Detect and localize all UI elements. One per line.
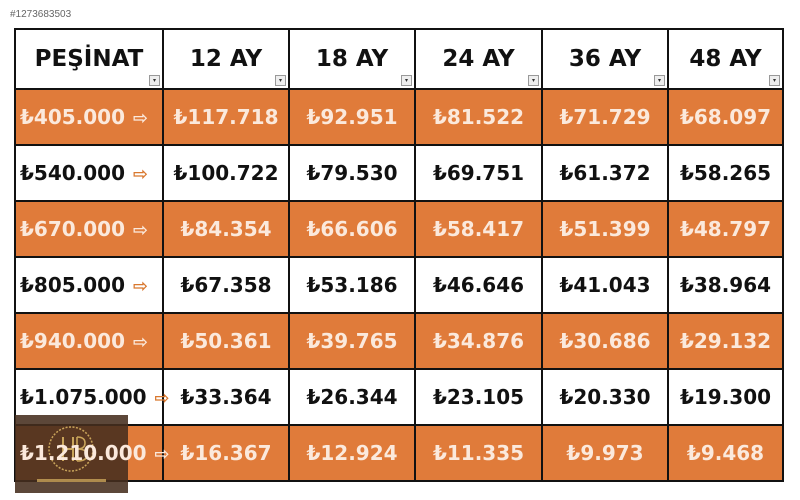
listing-id: #1273683503 [10, 9, 72, 20]
header-cell: 12 AY ▾ [162, 28, 290, 90]
down-payment-value: ₺540.000 [20, 161, 126, 185]
installment-cell: ₺34.876 [414, 312, 543, 370]
installment-cell: ₺9.973 [541, 424, 669, 482]
down-payment-value: ₺1.210.000 [20, 441, 147, 465]
header-label: 48 AY [689, 46, 762, 72]
installment-cell: ₺26.344 [288, 368, 416, 426]
logo-emblem-icon [37, 426, 106, 482]
down-payment-value: ₺1.075.000 [20, 385, 147, 409]
arrow-right-icon: ⇨ [154, 444, 170, 465]
down-payment-value: ₺670.000 [20, 217, 126, 241]
table-row: ₺540.000 ⇨ ₺100.722 ₺79.530 ₺69.751 ₺61.372 ₺5… [14, 144, 784, 202]
installment-cell: ₺100.722 [162, 144, 290, 202]
installment-cell: ₺48.797 [667, 200, 784, 258]
down-payment-cell: ₺805.000 ⇨ [14, 256, 164, 314]
header-cell: 24 AY ▾ [414, 28, 543, 90]
arrow-right-icon: ⇨ [154, 388, 170, 409]
installment-cell: ₺53.186 [288, 256, 416, 314]
installment-cell: ₺69.751 [414, 144, 543, 202]
filter-dropdown-icon[interactable]: ▾ [149, 75, 160, 86]
header-cell: PEŞİNAT ▾ [14, 28, 164, 90]
installment-cell: ₺30.686 [541, 312, 669, 370]
header-cell: 36 AY ▾ [541, 28, 669, 90]
installment-cell: ₺39.765 [288, 312, 416, 370]
installment-cell: ₺58.417 [414, 200, 543, 258]
table-row: ₺670.000 ⇨ ₺84.354 ₺66.606 ₺58.417 ₺51.399 ₺48… [14, 200, 784, 258]
header-label: 18 AY [315, 46, 389, 72]
dealer-logo-watermark [15, 415, 128, 493]
installment-cell: ₺84.354 [162, 200, 290, 258]
header-cell: 48 AY ▾ [667, 28, 784, 90]
table-row: ₺405.000 ⇨ ₺117.718 ₺92.951 ₺81.522 ₺71.729 ₺6… [14, 88, 784, 146]
down-payment-cell: ₺940.000 ⇨ [14, 312, 164, 370]
installment-cell: ₺11.335 [414, 424, 543, 482]
arrow-right-icon: ⇨ [133, 276, 149, 297]
down-payment-value: ₺805.000 [20, 273, 126, 297]
installment-cell: ₺61.372 [541, 144, 669, 202]
installment-cell: ₺23.105 [414, 368, 543, 426]
installment-cell: ₺79.530 [288, 144, 416, 202]
down-payment-value: ₺405.000 [20, 105, 126, 129]
header-label: PEŞİNAT [34, 46, 144, 72]
arrow-right-icon: ⇨ [133, 108, 149, 129]
installment-cell: ₺117.718 [162, 88, 290, 146]
installment-cell: ₺19.300 [667, 368, 784, 426]
installment-cell: ₺66.606 [288, 200, 416, 258]
down-payment-cell: ₺670.000 ⇨ [14, 200, 164, 258]
table-row: ₺1.210.000 ⇨ ₺16.367 ₺12.924 ₺11.335 ₺9.973 ₺9… [14, 424, 784, 482]
installment-cell: ₺16.367 [162, 424, 290, 482]
installment-cell: ₺92.951 [288, 88, 416, 146]
table-row: ₺940.000 ⇨ ₺50.361 ₺39.765 ₺34.876 ₺30.686 ₺29… [14, 312, 784, 370]
installment-cell: ₺12.924 [288, 424, 416, 482]
installment-cell: ₺29.132 [667, 312, 784, 370]
header-row: PEŞİNAT ▾ 12 AY ▾ 18 AY ▾ 24 AY ▾ 36 AY ▾ 48 … [14, 28, 784, 90]
filter-dropdown-icon[interactable]: ▾ [275, 75, 286, 86]
installment-cell: ₺50.361 [162, 312, 290, 370]
installment-cell: ₺38.964 [667, 256, 784, 314]
table-row: ₺1.075.000 ⇨ ₺33.364 ₺26.344 ₺23.105 ₺20.330 ₺… [14, 368, 784, 426]
filter-dropdown-icon[interactable]: ▾ [654, 75, 665, 86]
filter-dropdown-icon[interactable]: ▾ [769, 75, 780, 86]
header-label: 12 AY [189, 46, 263, 72]
header-label: 24 AY [442, 46, 515, 72]
installment-cell: ₺51.399 [541, 200, 669, 258]
installment-cell: ₺58.265 [667, 144, 784, 202]
installment-cell: ₺71.729 [541, 88, 669, 146]
header-cell: 18 AY ▾ [288, 28, 416, 90]
filter-dropdown-icon[interactable]: ▾ [401, 75, 412, 86]
arrow-right-icon: ⇨ [133, 164, 149, 185]
payment-plan-table: PEŞİNAT ▾ 12 AY ▾ 18 AY ▾ 24 AY ▾ 36 AY ▾ 48 … [14, 28, 784, 482]
filter-dropdown-icon[interactable]: ▾ [528, 75, 539, 86]
installment-cell: ₺67.358 [162, 256, 290, 314]
installment-cell: ₺68.097 [667, 88, 784, 146]
installment-cell: ₺46.646 [414, 256, 543, 314]
installment-cell: ₺9.468 [667, 424, 784, 482]
header-label: 36 AY [568, 46, 642, 72]
table-row: ₺805.000 ⇨ ₺67.358 ₺53.186 ₺46.646 ₺41.043 ₺38… [14, 256, 784, 314]
arrow-right-icon: ⇨ [133, 332, 149, 353]
installment-cell: ₺41.043 [541, 256, 669, 314]
down-payment-cell: ₺540.000 ⇨ [14, 144, 164, 202]
installment-cell: ₺33.364 [162, 368, 290, 426]
down-payment-value: ₺940.000 [20, 329, 126, 353]
arrow-right-icon: ⇨ [133, 220, 149, 241]
installment-cell: ₺81.522 [414, 88, 543, 146]
down-payment-cell: ₺405.000 ⇨ [14, 88, 164, 146]
installment-cell: ₺20.330 [541, 368, 669, 426]
